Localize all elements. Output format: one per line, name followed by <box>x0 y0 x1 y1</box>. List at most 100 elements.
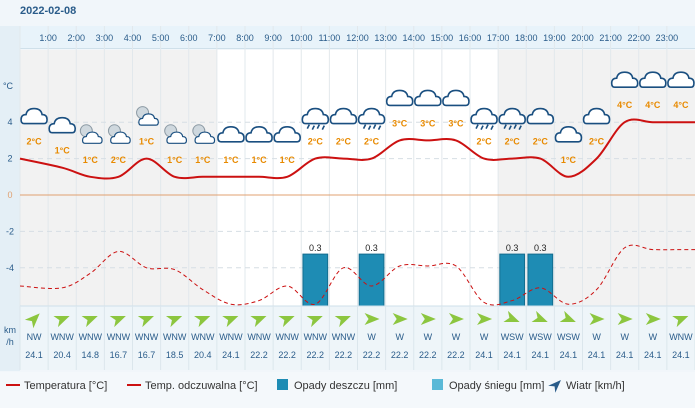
hour-label: 3:00 <box>96 33 114 43</box>
rain-bar-label: 0.3 <box>309 243 322 253</box>
hour-label: 16:00 <box>459 33 482 43</box>
wind-speed-label: 14.8 <box>82 350 100 360</box>
wind-direction-label: W <box>395 332 404 342</box>
wind-direction-label: WNW <box>219 332 243 342</box>
wind-direction-label: WNW <box>669 332 693 342</box>
hour-label: 13:00 <box>374 33 397 43</box>
rain-drop <box>377 125 382 130</box>
temperature-label: 1°C <box>167 155 183 165</box>
y-tick-label: 2 <box>7 154 12 164</box>
temperature-label: 1°C <box>195 155 211 165</box>
small-cloud <box>166 131 188 144</box>
y-tick-label: -2 <box>6 226 14 236</box>
wind-arrow-icon <box>137 316 154 328</box>
cloud-shape <box>357 107 386 125</box>
cloud-shape <box>273 126 301 143</box>
y-tick-label: 0 <box>7 190 12 200</box>
y-tick-label: 4 <box>7 117 12 127</box>
wind-speed-label: 22.2 <box>363 350 381 360</box>
rain-cloud-icon <box>301 107 330 130</box>
rain-drop <box>306 124 311 129</box>
partly-cloudy-night-icon <box>79 124 103 144</box>
wind-arrow-shape <box>392 313 408 325</box>
rain-drop <box>321 125 326 130</box>
plot-column-bg <box>216 50 245 306</box>
rain-drop <box>316 124 321 129</box>
plot-column-bg <box>554 50 583 306</box>
wind-arrow-icon <box>278 316 295 328</box>
rain-drop <box>311 125 316 130</box>
hour-label: 23:00 <box>656 33 679 43</box>
wind-direction-label: W <box>592 332 601 342</box>
wind-arrow-shape <box>672 316 689 328</box>
wind-arrow-icon <box>24 313 40 329</box>
wind-arrow-shape <box>531 310 548 322</box>
cloud-shape <box>554 126 583 143</box>
hour-label: 22:00 <box>627 33 650 43</box>
cloud-shape <box>166 131 188 144</box>
cloud-icon <box>582 107 611 125</box>
cloud-shape <box>194 131 216 144</box>
wind-arrow-icon <box>392 313 408 325</box>
hour-label: 4:00 <box>124 33 142 43</box>
wind-arrow-icon <box>109 316 126 328</box>
temperature-label: 2°C <box>27 137 43 147</box>
rain-drop <box>503 124 507 129</box>
temperature-label: 2°C <box>589 137 605 147</box>
wind-arrow-icon <box>672 316 689 328</box>
temperature-label: 2°C <box>533 137 549 147</box>
wind-direction-label: W <box>452 332 461 342</box>
hour-label: 5:00 <box>152 33 170 43</box>
wind-direction-label: W <box>649 332 658 342</box>
temperature-label: 1°C <box>280 155 296 165</box>
rain-bar <box>499 253 526 307</box>
wind-speed-label: 24.1 <box>588 350 606 360</box>
temperature-label: 1°C <box>561 155 577 165</box>
rain-drop <box>372 124 377 129</box>
legend-box-swatch <box>277 379 288 390</box>
temperature-label: 3°C <box>420 118 436 128</box>
cloud-shape <box>48 116 76 134</box>
small-cloud <box>194 131 216 144</box>
rain-drop <box>513 124 517 129</box>
plot-column-bg <box>132 50 161 306</box>
hour-label: 10:00 <box>290 33 313 43</box>
wind-direction-label: WNW <box>191 332 215 342</box>
wind-direction-label: WNW <box>275 332 299 342</box>
hour-label: 14:00 <box>402 33 425 43</box>
rain-drop <box>362 124 367 129</box>
wind-arrow-icon <box>222 316 239 328</box>
small-cloud <box>81 131 103 144</box>
wind-arrow-icon <box>194 316 211 328</box>
hour-label: 15:00 <box>431 33 454 43</box>
wind-arrow-shape <box>617 313 633 325</box>
partly-cloudy-night-icon <box>136 106 159 126</box>
wind-arrow-icon <box>531 310 548 322</box>
legend-label: Temp. odczuwalna [°C] <box>145 380 258 392</box>
wind-arrow-shape <box>645 313 661 325</box>
hour-label: 19:00 <box>543 33 566 43</box>
wind-arrow-shape <box>165 316 183 328</box>
wind-arrow-icon <box>589 313 605 325</box>
cloud-icon <box>610 71 639 88</box>
wind-arrow-icon <box>420 313 436 325</box>
rain-bar <box>358 253 385 307</box>
hour-label: 18:00 <box>515 33 538 43</box>
cloud-shape <box>329 107 358 125</box>
cloud-shape <box>385 89 414 107</box>
wind-arrow-icon <box>250 316 267 328</box>
legend-label: Opady deszczu [mm] <box>294 380 397 392</box>
cloud-shape <box>526 107 555 125</box>
wind-speed-label: 22.2 <box>335 350 353 360</box>
cloud-icon <box>385 89 414 107</box>
wind-speed-label: 24.1 <box>475 350 493 360</box>
wind-speed-label: 20.4 <box>53 350 71 360</box>
legend-label: Temperatura [°C] <box>24 380 107 392</box>
temperature-label: 1°C <box>252 155 268 165</box>
cloud-shape <box>138 113 159 126</box>
temperature-line <box>19 118 695 180</box>
wind-arrow-shape <box>222 316 239 328</box>
temperature-label: 1°C <box>55 146 71 156</box>
wind-arrow-shape <box>334 316 351 328</box>
